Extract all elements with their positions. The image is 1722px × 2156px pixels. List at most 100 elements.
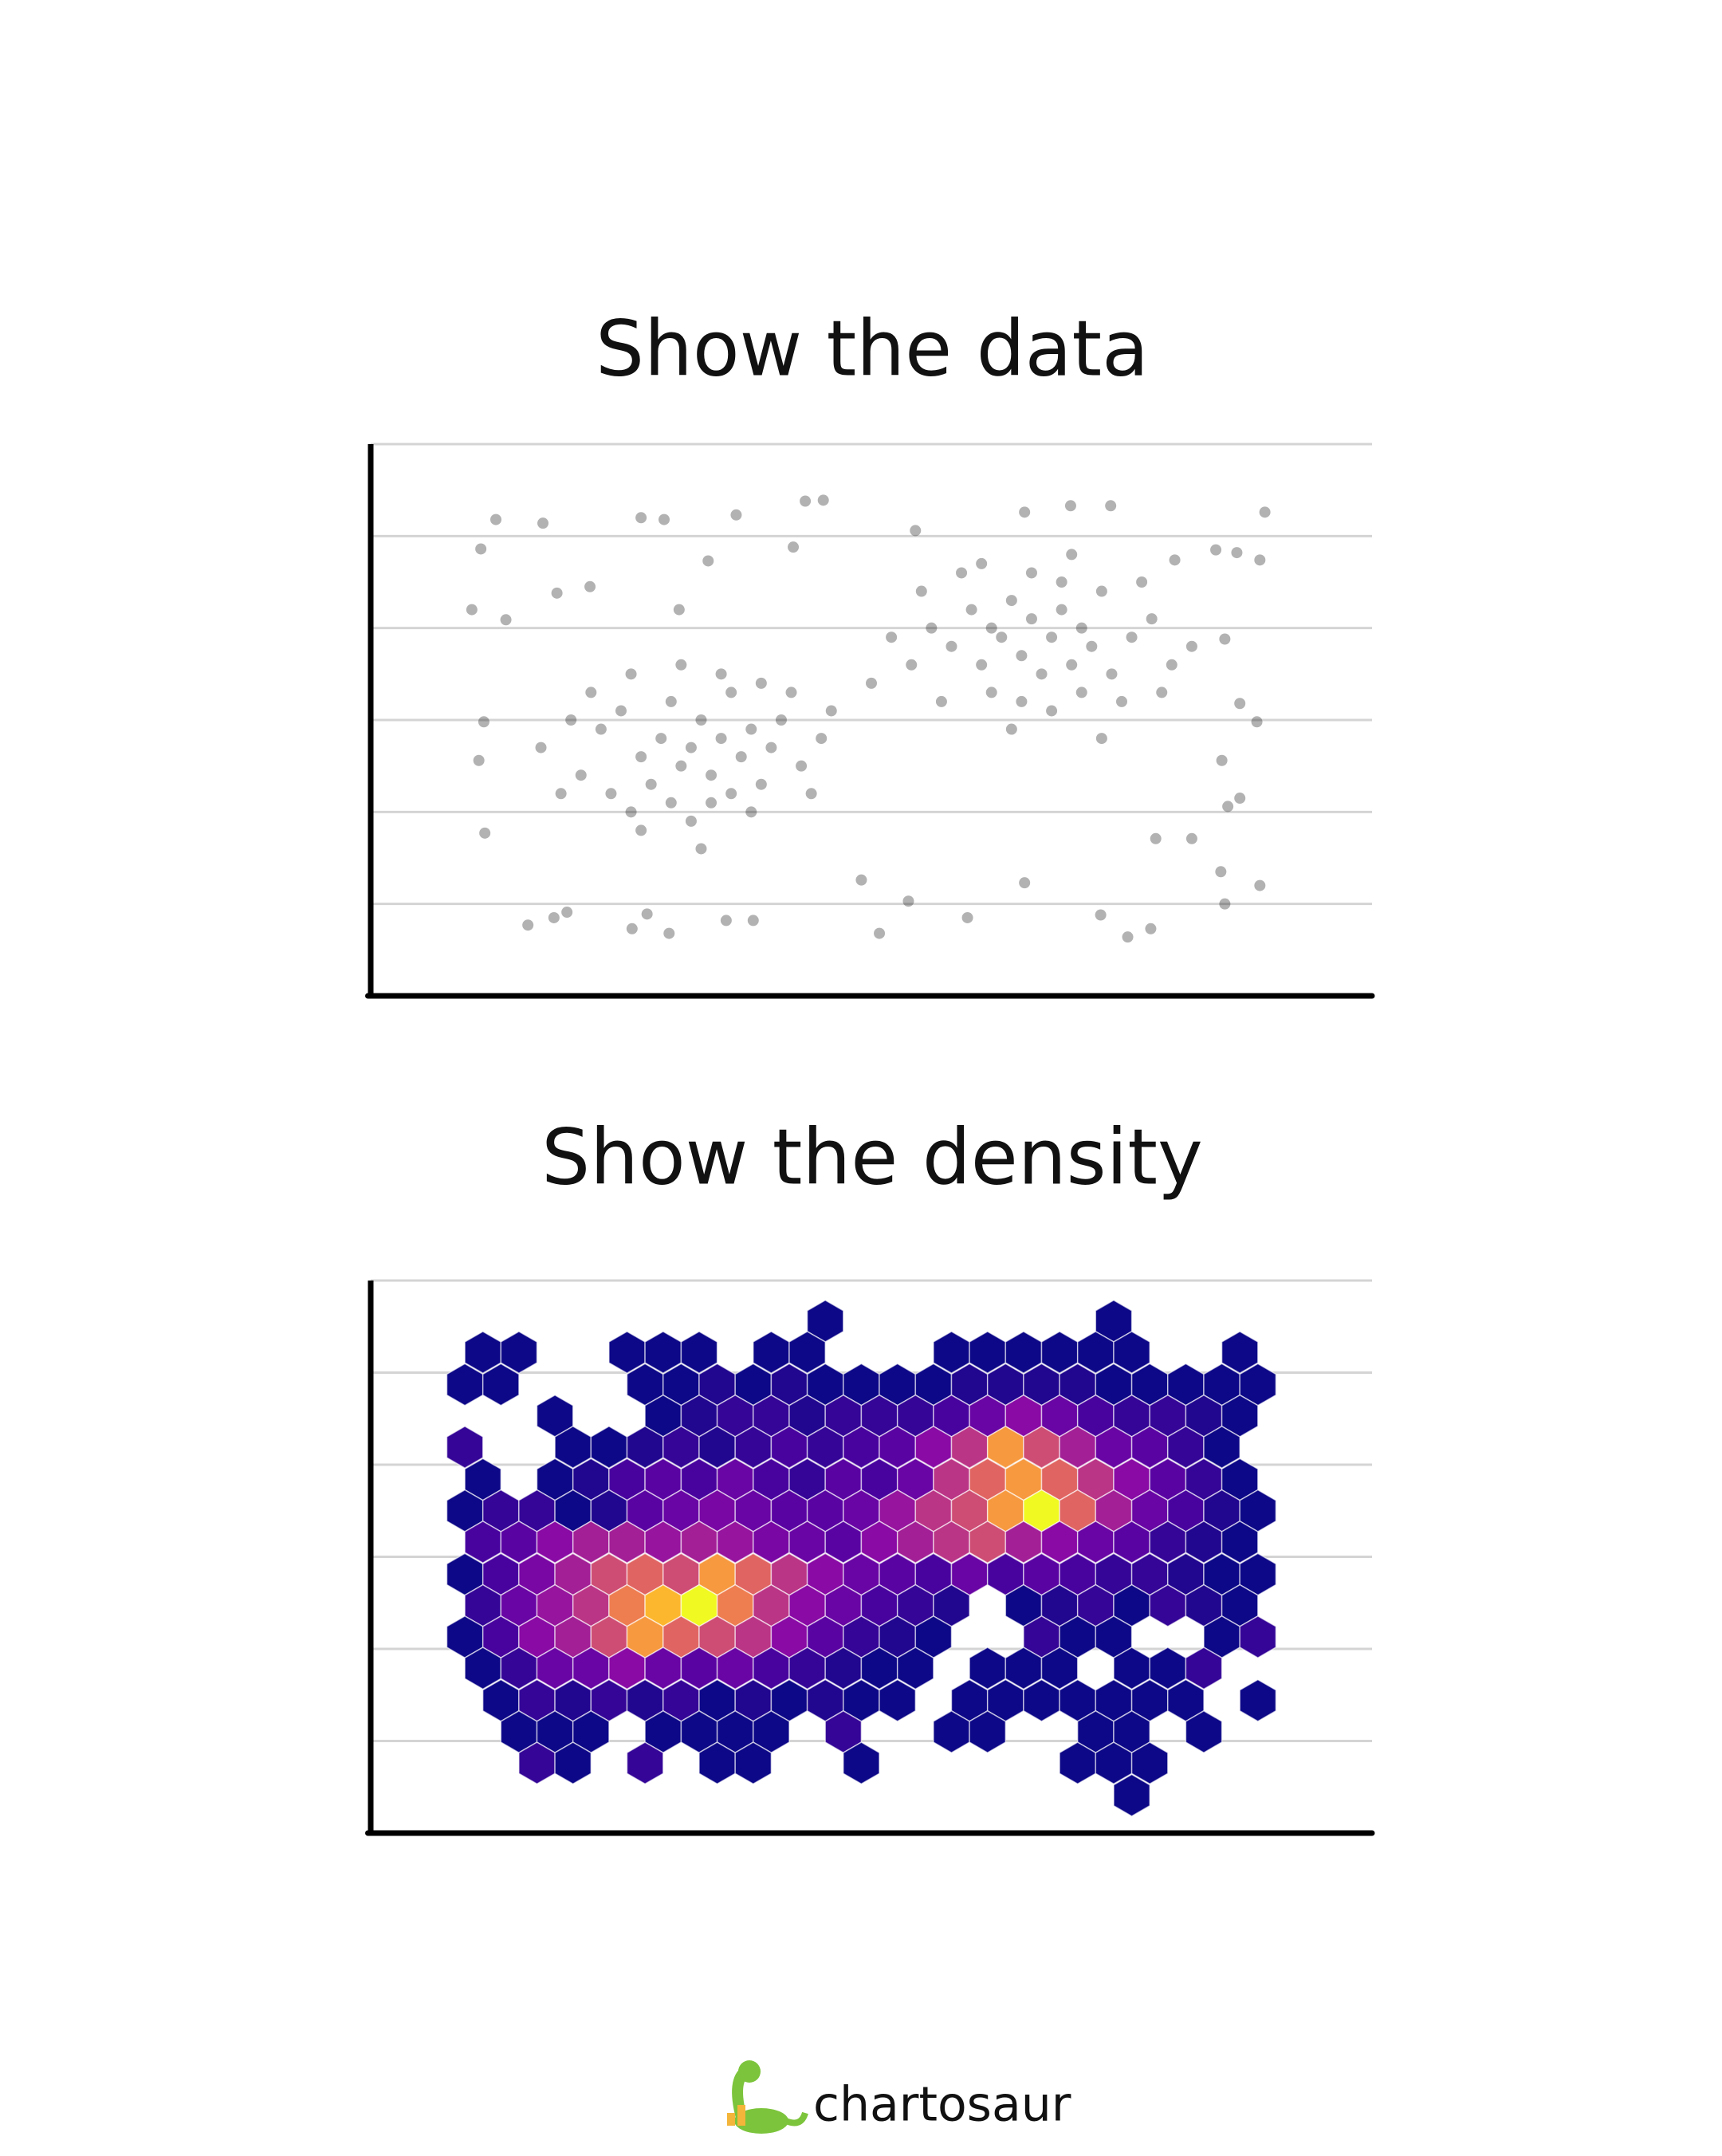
- point: [659, 513, 670, 525]
- point: [1126, 631, 1138, 643]
- point: [1231, 547, 1243, 559]
- point: [1234, 793, 1246, 805]
- hexbin: [1221, 1331, 1259, 1375]
- hexbin: [1130, 1741, 1169, 1785]
- point: [1259, 506, 1271, 518]
- point: [775, 714, 787, 726]
- point: [685, 815, 697, 827]
- hexbin: [843, 1741, 880, 1785]
- plot-area: [466, 494, 1271, 943]
- hexbin: [734, 1741, 773, 1785]
- point: [635, 824, 647, 836]
- hexbin: [1185, 1709, 1223, 1753]
- point: [537, 517, 549, 529]
- hexbin: [554, 1741, 592, 1785]
- point: [706, 769, 718, 781]
- point: [1219, 633, 1231, 645]
- point: [805, 788, 817, 800]
- point: [976, 659, 988, 671]
- chart-title: Show the data: [596, 304, 1149, 393]
- point: [635, 512, 647, 524]
- point: [575, 769, 587, 781]
- point: [1036, 668, 1048, 680]
- point: [655, 733, 667, 745]
- point: [956, 567, 968, 579]
- point: [866, 677, 877, 689]
- point: [466, 604, 478, 616]
- point: [645, 778, 657, 790]
- hexbin: [482, 1363, 520, 1407]
- point: [675, 760, 687, 772]
- point: [1169, 554, 1181, 566]
- point: [1056, 576, 1067, 588]
- point: [817, 494, 829, 506]
- point: [1116, 695, 1127, 707]
- point: [1025, 567, 1037, 579]
- point: [675, 659, 687, 671]
- point: [1146, 613, 1158, 625]
- point: [595, 723, 607, 735]
- point: [1064, 500, 1076, 512]
- hexbin: [1239, 1678, 1277, 1722]
- point: [490, 513, 501, 525]
- point: [615, 705, 627, 717]
- point: [996, 631, 1008, 643]
- point: [702, 555, 714, 567]
- hexbin: [896, 1647, 934, 1690]
- hexbin: [500, 1331, 538, 1375]
- point: [584, 580, 596, 592]
- point: [788, 541, 800, 553]
- point: [1219, 898, 1231, 910]
- plot-area: [446, 1299, 1277, 1817]
- point: [665, 797, 677, 808]
- point: [747, 915, 759, 927]
- point: [1222, 801, 1234, 812]
- hexbin: [1239, 1615, 1277, 1658]
- point: [935, 695, 947, 707]
- hexbin: [446, 1426, 484, 1469]
- point: [1025, 613, 1037, 625]
- point: [1046, 705, 1058, 717]
- point: [625, 668, 637, 680]
- point: [1210, 544, 1222, 556]
- point: [855, 874, 867, 886]
- point: [1185, 640, 1197, 652]
- point: [565, 714, 577, 726]
- point: [1075, 687, 1087, 698]
- point: [715, 668, 727, 680]
- point: [976, 557, 988, 569]
- point: [1254, 879, 1266, 891]
- point: [1145, 923, 1157, 934]
- point: [1150, 832, 1162, 844]
- point: [720, 915, 732, 927]
- point: [800, 495, 812, 507]
- point: [685, 742, 697, 753]
- hexbin: [879, 1678, 917, 1722]
- point: [946, 640, 957, 652]
- point: [626, 923, 638, 934]
- point: [605, 788, 617, 800]
- hexbin: [1040, 1647, 1079, 1690]
- point: [1215, 866, 1227, 878]
- point: [874, 927, 886, 939]
- hexbin: [1185, 1647, 1223, 1690]
- point: [641, 908, 653, 920]
- point: [1056, 604, 1067, 616]
- hexbin: [680, 1331, 718, 1375]
- point: [926, 622, 938, 634]
- point: [695, 843, 707, 855]
- point: [1019, 877, 1031, 889]
- point: [1005, 723, 1017, 735]
- point: [475, 543, 487, 555]
- point: [1122, 931, 1134, 943]
- point: [965, 604, 977, 616]
- point: [1251, 716, 1263, 728]
- hexbin: [1113, 1773, 1150, 1817]
- point: [902, 895, 914, 907]
- point: [555, 788, 567, 800]
- point: [695, 714, 707, 726]
- point: [706, 797, 718, 808]
- logo: [727, 2060, 808, 2134]
- point: [522, 919, 534, 931]
